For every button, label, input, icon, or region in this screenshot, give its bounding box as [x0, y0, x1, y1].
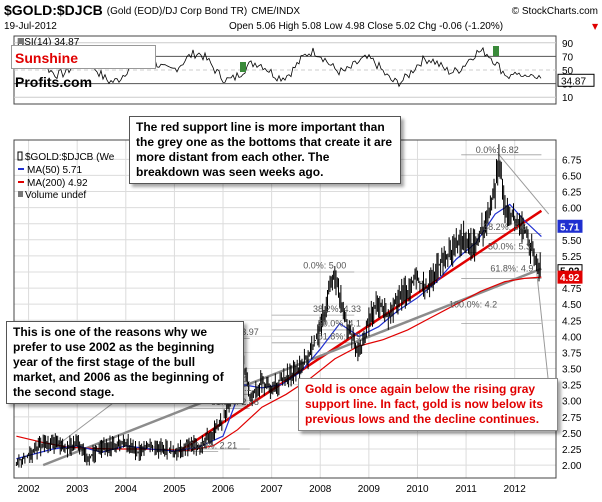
logo-part-sunshine: Sunshine — [15, 50, 79, 66]
legend-ma200-label: MA(200) 4.92 — [27, 178, 88, 189]
annotation-right-box: Gold is once again below the rising gray… — [298, 378, 558, 431]
fib-label: 0.0%: 5.00 — [303, 261, 346, 271]
x-tick-label: 2011 — [455, 484, 477, 495]
y-tick-label: 6.50 — [562, 171, 582, 182]
x-tick-label: 2003 — [66, 484, 89, 495]
rsi-overbought-highlight — [493, 46, 499, 56]
fib-label: 50.0%: 4.1 — [318, 319, 361, 329]
legend-price-label: $GOLD:$DJCB (We — [25, 152, 115, 163]
rsi-legend-swatch — [18, 38, 24, 44]
y-tick-label: 3.25 — [562, 381, 582, 392]
x-tick-label: 2005 — [163, 484, 186, 495]
gray-support-line — [42, 267, 542, 467]
fib-label: 38.2%: 5.6 — [483, 222, 526, 232]
y-tick-label: 4.00 — [562, 332, 582, 343]
legend-volume-label: Volume undef — [25, 190, 86, 201]
y-tick-label: 3.75 — [562, 348, 582, 359]
logo-part-profits: Profits.com — [15, 74, 93, 90]
y-tick-label: 3.00 — [562, 397, 582, 408]
y-tick-label: 2.00 — [562, 461, 582, 472]
chart-subtitle: (Gold (EOD)/DJ Corp Bond TR) — [107, 6, 247, 17]
rsi-current-box — [557, 73, 595, 87]
y-tick-label: 2.50 — [562, 429, 582, 440]
y-tick-label: 2.25 — [562, 445, 582, 456]
legend-ma50-label: MA(50) 5.71 — [27, 165, 82, 176]
x-tick-label: 2006 — [212, 484, 235, 495]
fib-label: 50.0%: 5.3 — [488, 241, 531, 251]
x-tick-label: 2002 — [17, 484, 40, 495]
y-tick-label: 5.50 — [562, 236, 582, 247]
sunshine-profits-logo: Sunshine Profits.com — [11, 45, 156, 90]
annotation-left-box: This is one of the reasons why we prefer… — [6, 321, 244, 404]
y-tick-label: 6.75 — [562, 155, 582, 166]
fib-label: 100.0%: 4.2 — [449, 299, 497, 309]
x-tick-label: 2007 — [261, 484, 284, 495]
ohlc-readout: Open 5.06 High 5.08 Low 4.98 Close 5.02 … — [229, 21, 503, 32]
y-tick-label: 3.50 — [562, 365, 582, 376]
chart-exchange: CME/INDX — [251, 6, 300, 17]
rsi-tick-label: 70 — [562, 52, 574, 63]
chart-title: $GOLD:$DJCB — [4, 2, 103, 18]
price-bars — [15, 144, 541, 468]
rsi-tick-label: 90 — [562, 39, 574, 50]
rsi-overbought-highlight — [240, 62, 246, 72]
rsi-label: RSI(14) 34.87 — [17, 37, 80, 48]
y-tick-label: 5.25 — [562, 252, 582, 263]
rsi-tick-label: 10 — [562, 93, 574, 104]
y-tick-label: 6.00 — [562, 204, 582, 215]
rsi-line — [14, 46, 542, 88]
fib-label: 61.8%: 4.9 — [490, 263, 533, 273]
price-panel: 2.00 2.25 2.50 2.75 3.00 3.25 3.50 3.75 4.00 4.25… — [13, 139, 583, 495]
y-tick-label: 4.50 — [562, 300, 582, 311]
resistance-line — [498, 154, 550, 215]
x-tick-label: 2008 — [309, 484, 332, 495]
y-tick-label: 6.25 — [562, 188, 582, 199]
annotation-top-box: The red support line is more important t… — [129, 116, 401, 184]
x-tick-label: 2010 — [406, 484, 429, 495]
chart-date: 19-Jul-2012 — [4, 21, 57, 32]
rsi-tick-label: 50 — [562, 66, 574, 77]
y-tick-label: 4.75 — [562, 284, 582, 295]
ma200-axis-marker — [557, 270, 583, 284]
x-tick-label: 2012 — [504, 484, 527, 495]
fib-label: 0.0%: 6.82 — [476, 145, 519, 155]
x-tick-label: 2009 — [358, 484, 381, 495]
x-tick-label: 2004 — [115, 484, 138, 495]
ma50-axis-marker — [557, 219, 583, 233]
y-tick-label: 4.25 — [562, 316, 582, 327]
rsi-current-value: 34.87 — [561, 76, 586, 87]
fib-label: 38.2%: 4.33 — [313, 304, 361, 314]
ma50-axis-value: 5.71 — [560, 222, 580, 233]
red-support-line — [178, 209, 543, 453]
fib-label: 100.0%: 2.21 — [184, 440, 237, 450]
ma200-axis-value: 4.92 — [560, 273, 580, 284]
callout-pointer — [536, 270, 549, 379]
y-tick-label: 2.75 — [562, 413, 582, 424]
fib-label: 61.8%: 3.9 — [318, 332, 361, 342]
legend-price-swatch — [17, 151, 23, 161]
chart-copyright: © StockCharts.com — [512, 6, 598, 17]
legend-volume-swatch — [18, 191, 23, 197]
chg-down-icon: ▼ — [592, 22, 599, 31]
